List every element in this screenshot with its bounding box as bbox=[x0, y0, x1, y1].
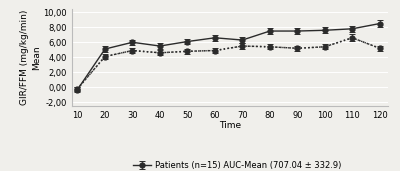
Legend: Patients (n=15) AUC-Mean (707.04 ± 332.9), Control (n=15) AUC-Mean (541.03 ± 196: Patients (n=15) AUC-Mean (707.04 ± 332.9… bbox=[133, 161, 341, 171]
Y-axis label: GIR/FFM (mg/kg/min)
Mean: GIR/FFM (mg/kg/min) Mean bbox=[20, 10, 41, 105]
X-axis label: Time: Time bbox=[219, 121, 241, 130]
